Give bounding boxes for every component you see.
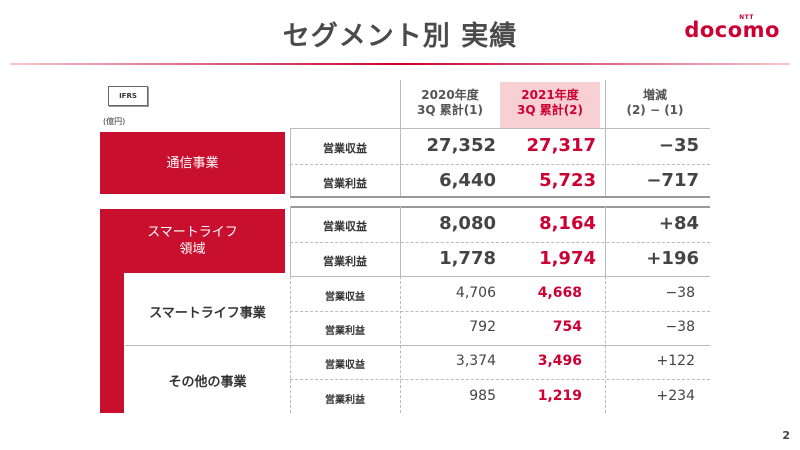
segment-smartlife-line2: 領域: [179, 242, 206, 257]
value-diff: +122: [656, 353, 695, 369]
value-2020: 1,778: [439, 248, 496, 269]
grid-hline: [290, 242, 710, 243]
value-diff: −38: [665, 319, 695, 335]
header-2021-line1: 2021年度: [521, 88, 579, 102]
ifrs-badge: IFRS: [108, 86, 148, 106]
title-underline: [10, 63, 790, 65]
value-2021: 27,317: [526, 135, 596, 156]
row-item-label: 営業利益: [323, 255, 367, 268]
header-2020-line2: 3Q 累計(1): [416, 103, 484, 117]
value-2021: 8,164: [539, 213, 596, 234]
header-diff-line1: 増減: [642, 88, 667, 102]
logo-text: docomo: [684, 18, 780, 42]
header-2021: 2021年度 3Q 累計(2): [500, 82, 600, 128]
segment-telecom: 通信事業: [100, 132, 285, 194]
header-2020: 2020年度 3Q 累計(1): [402, 88, 498, 118]
grid-vline: [290, 276, 291, 413]
value-2021: 754: [552, 319, 582, 335]
header-diff: 増減 (2) − (1): [610, 88, 700, 118]
grid-hline: [290, 379, 710, 380]
value-2020: 4,706: [455, 285, 496, 301]
value-2021: 4,668: [537, 285, 582, 301]
page-title: セグメント別 実績: [282, 21, 518, 52]
grid-vline: [400, 128, 401, 196]
header-diff-line2: (2) − (1): [626, 103, 684, 117]
value-diff: −35: [658, 135, 699, 156]
grid-hline: [125, 345, 710, 346]
row-item-label: 営業収益: [325, 360, 365, 371]
value-2020: 985: [469, 388, 496, 404]
value-2020: 6,440: [439, 170, 496, 191]
row-item-label: 営業収益: [325, 292, 365, 303]
segment-smartlife: スマートライフ 領域: [100, 209, 285, 273]
row-item-label: 営業利益: [323, 177, 367, 190]
segment-smartlife-line1: スマートライフ: [147, 225, 238, 240]
sub-segment-other: その他の事業: [168, 375, 247, 390]
value-2021: 1,219: [537, 388, 582, 404]
grid-vline: [400, 80, 401, 128]
value-2021: 1,974: [539, 248, 596, 269]
grid-hline: [290, 276, 710, 277]
unit-label: (億円): [103, 117, 126, 126]
grid-vline: [400, 276, 401, 413]
grid-vline: [400, 206, 401, 276]
row-item-label: 営業収益: [323, 142, 367, 155]
value-2020: 792: [469, 319, 496, 335]
grid-vline: [290, 128, 291, 196]
value-diff: +84: [658, 213, 699, 234]
grid-hline: [290, 196, 710, 198]
value-2020: 27,352: [426, 135, 496, 156]
value-diff: +234: [656, 388, 695, 404]
value-2020: 3,374: [455, 353, 496, 369]
value-2021: 3,496: [537, 353, 582, 369]
grid-hline: [290, 206, 710, 208]
header-2021-line2: 3Q 累計(2): [516, 103, 584, 117]
value-diff: −717: [646, 170, 699, 191]
value-2020: 8,080: [439, 213, 496, 234]
grid-vline: [605, 206, 606, 276]
sub-segment-smartlife-business: スマートライフ事業: [149, 306, 266, 321]
value-diff: −38: [665, 285, 695, 301]
row-item-label: 営業収益: [323, 220, 367, 233]
grid-hline: [290, 311, 710, 312]
row-item-label: 営業利益: [325, 326, 365, 337]
grid-hline: [290, 128, 710, 129]
value-2021: 5,723: [539, 170, 596, 191]
header-2020-line1: 2020年度: [421, 88, 479, 102]
grid-vline: [605, 80, 606, 128]
grid-vline: [605, 128, 606, 196]
grid-vline: [290, 206, 291, 276]
grid-hline: [290, 164, 710, 165]
docomo-logo: NTT docomo: [684, 14, 780, 42]
row-item-label: 営業利益: [325, 395, 365, 406]
grid-vline: [605, 276, 606, 413]
logo-ntt-text: NTT: [739, 14, 754, 21]
page-number: 2: [782, 429, 790, 442]
value-diff: +196: [646, 248, 699, 269]
segment-strip: [100, 272, 124, 413]
